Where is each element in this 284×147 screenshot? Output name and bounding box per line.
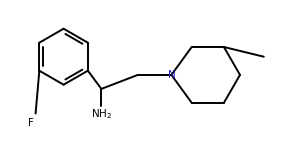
Text: NH$_2$: NH$_2$ bbox=[91, 108, 112, 121]
Text: F: F bbox=[28, 118, 34, 128]
Text: N: N bbox=[168, 70, 175, 80]
